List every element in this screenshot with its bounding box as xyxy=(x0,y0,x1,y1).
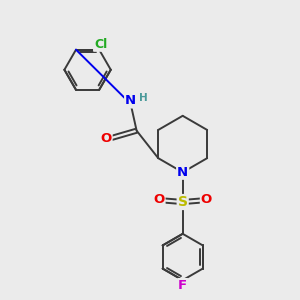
Text: F: F xyxy=(178,279,187,292)
Text: O: O xyxy=(153,194,164,206)
Text: S: S xyxy=(178,195,188,209)
Text: N: N xyxy=(177,166,188,179)
Text: H: H xyxy=(139,93,148,103)
Text: O: O xyxy=(100,132,112,145)
Text: Cl: Cl xyxy=(94,38,107,51)
Text: N: N xyxy=(125,94,136,107)
Text: O: O xyxy=(201,194,212,206)
